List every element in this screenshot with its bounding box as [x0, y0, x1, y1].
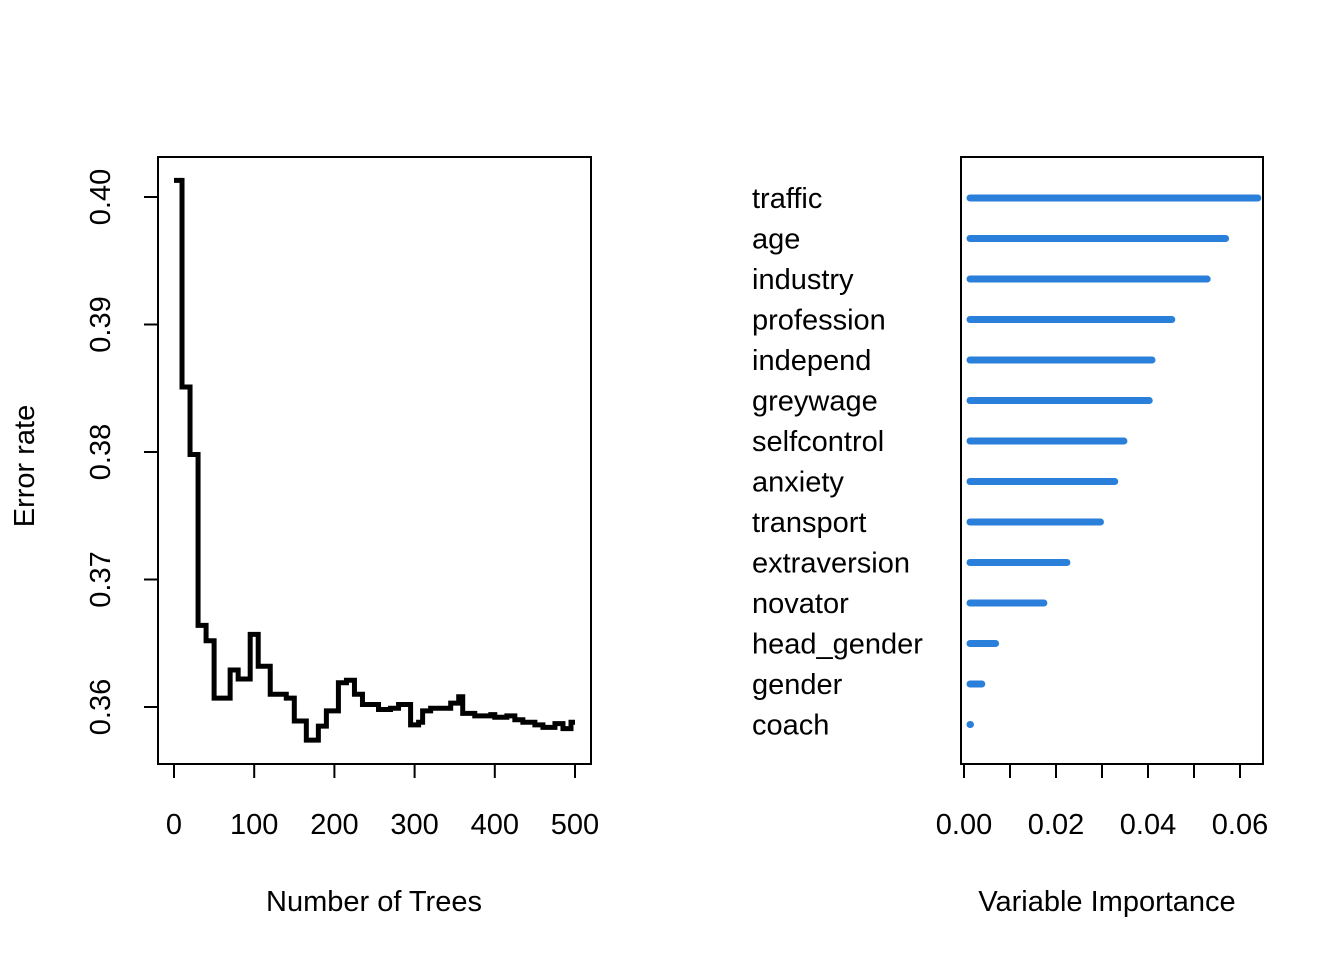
variable-label-novator: novator: [752, 588, 849, 620]
error-line-series: [174, 177, 575, 743]
variable-label-greywage: greywage: [752, 386, 878, 418]
error-y-axis: 0.36 0.37 0.38 0.39 0.40: [85, 169, 159, 735]
y-tick-label: 0.39: [85, 296, 117, 352]
x-tick-label: 0.06: [1212, 809, 1268, 841]
variable-label-gender: gender: [752, 669, 843, 701]
x-axis-title-importance: Variable Importance: [978, 886, 1235, 918]
variable-labels: traffic age industry profession independ grey…: [752, 183, 923, 742]
variable-label-transport: transport: [752, 507, 866, 539]
x-tick-label: 0.04: [1120, 809, 1176, 841]
importance-x-axis: 0.00 0.02 0.04 0.06: [936, 763, 1268, 841]
y-tick-label: 0.36: [85, 679, 117, 735]
trees-x-axis: 0 100 200 300 400 500: [166, 763, 599, 841]
variable-label-anxiety: anxiety: [752, 467, 844, 499]
variable-label-independ: independ: [752, 345, 871, 377]
x-tick-label: 0.02: [1028, 809, 1084, 841]
variable-label-head_gender: head_gender: [752, 629, 923, 661]
variable-label-extraversion: extraversion: [752, 548, 910, 580]
importance-bars: [966, 194, 1262, 728]
error-rate-panel: 0 100 200 300 400 500 0.36 0.37 0.38 0.39 0.40 Nu…: [9, 156, 599, 918]
y-axis-title-error: Error rate: [9, 405, 41, 527]
x-axis-title-trees: Number of Trees: [266, 886, 482, 918]
x-tick-label: 300: [390, 809, 438, 841]
error-plot-frame: [157, 156, 592, 765]
x-tick-label: 100: [230, 809, 278, 841]
x-tick-label: 500: [551, 809, 599, 841]
x-tick-label: 200: [310, 809, 358, 841]
y-tick-label: 0.37: [85, 551, 117, 607]
variable-label-traffic: traffic: [752, 183, 822, 215]
variable-importance-panel: 0.00 0.02 0.04 0.06 traffic age industry profe…: [752, 156, 1268, 918]
x-tick-label: 0.00: [936, 809, 992, 841]
error-rate-line: [174, 177, 575, 743]
y-tick-label: 0.38: [85, 424, 117, 480]
y-tick-label: 0.40: [85, 169, 117, 225]
variable-label-industry: industry: [752, 264, 854, 296]
variable-label-profession: profession: [752, 305, 886, 337]
variable-label-selfcontrol: selfcontrol: [752, 426, 884, 458]
x-tick-label: 400: [471, 809, 519, 841]
variable-label-age: age: [752, 224, 800, 256]
importance-plot-frame: [960, 156, 1264, 765]
variable-label-coach: coach: [752, 710, 829, 742]
x-tick-label: 0: [166, 809, 182, 841]
